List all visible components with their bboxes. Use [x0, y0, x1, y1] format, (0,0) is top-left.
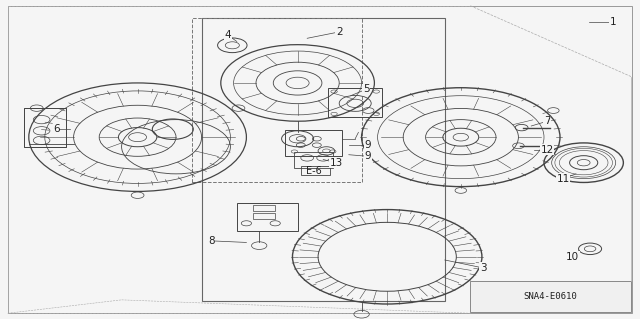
Text: 13: 13: [330, 158, 342, 168]
Polygon shape: [470, 281, 631, 312]
Text: 6: 6: [53, 124, 60, 134]
Text: 8: 8: [208, 236, 214, 246]
Text: 9: 9: [365, 151, 371, 161]
Text: 2: 2: [336, 27, 342, 37]
Text: 10: 10: [566, 252, 579, 262]
Text: 11: 11: [557, 174, 570, 184]
Text: 12: 12: [541, 145, 554, 155]
Text: E-6: E-6: [306, 166, 321, 176]
Text: 9: 9: [365, 140, 371, 150]
Text: 5: 5: [363, 84, 369, 94]
Text: 4: 4: [225, 30, 231, 40]
Text: SNA4-E0610: SNA4-E0610: [524, 292, 577, 301]
Text: 1: 1: [610, 17, 616, 27]
Text: 3: 3: [480, 263, 486, 273]
Text: 7: 7: [544, 116, 550, 126]
